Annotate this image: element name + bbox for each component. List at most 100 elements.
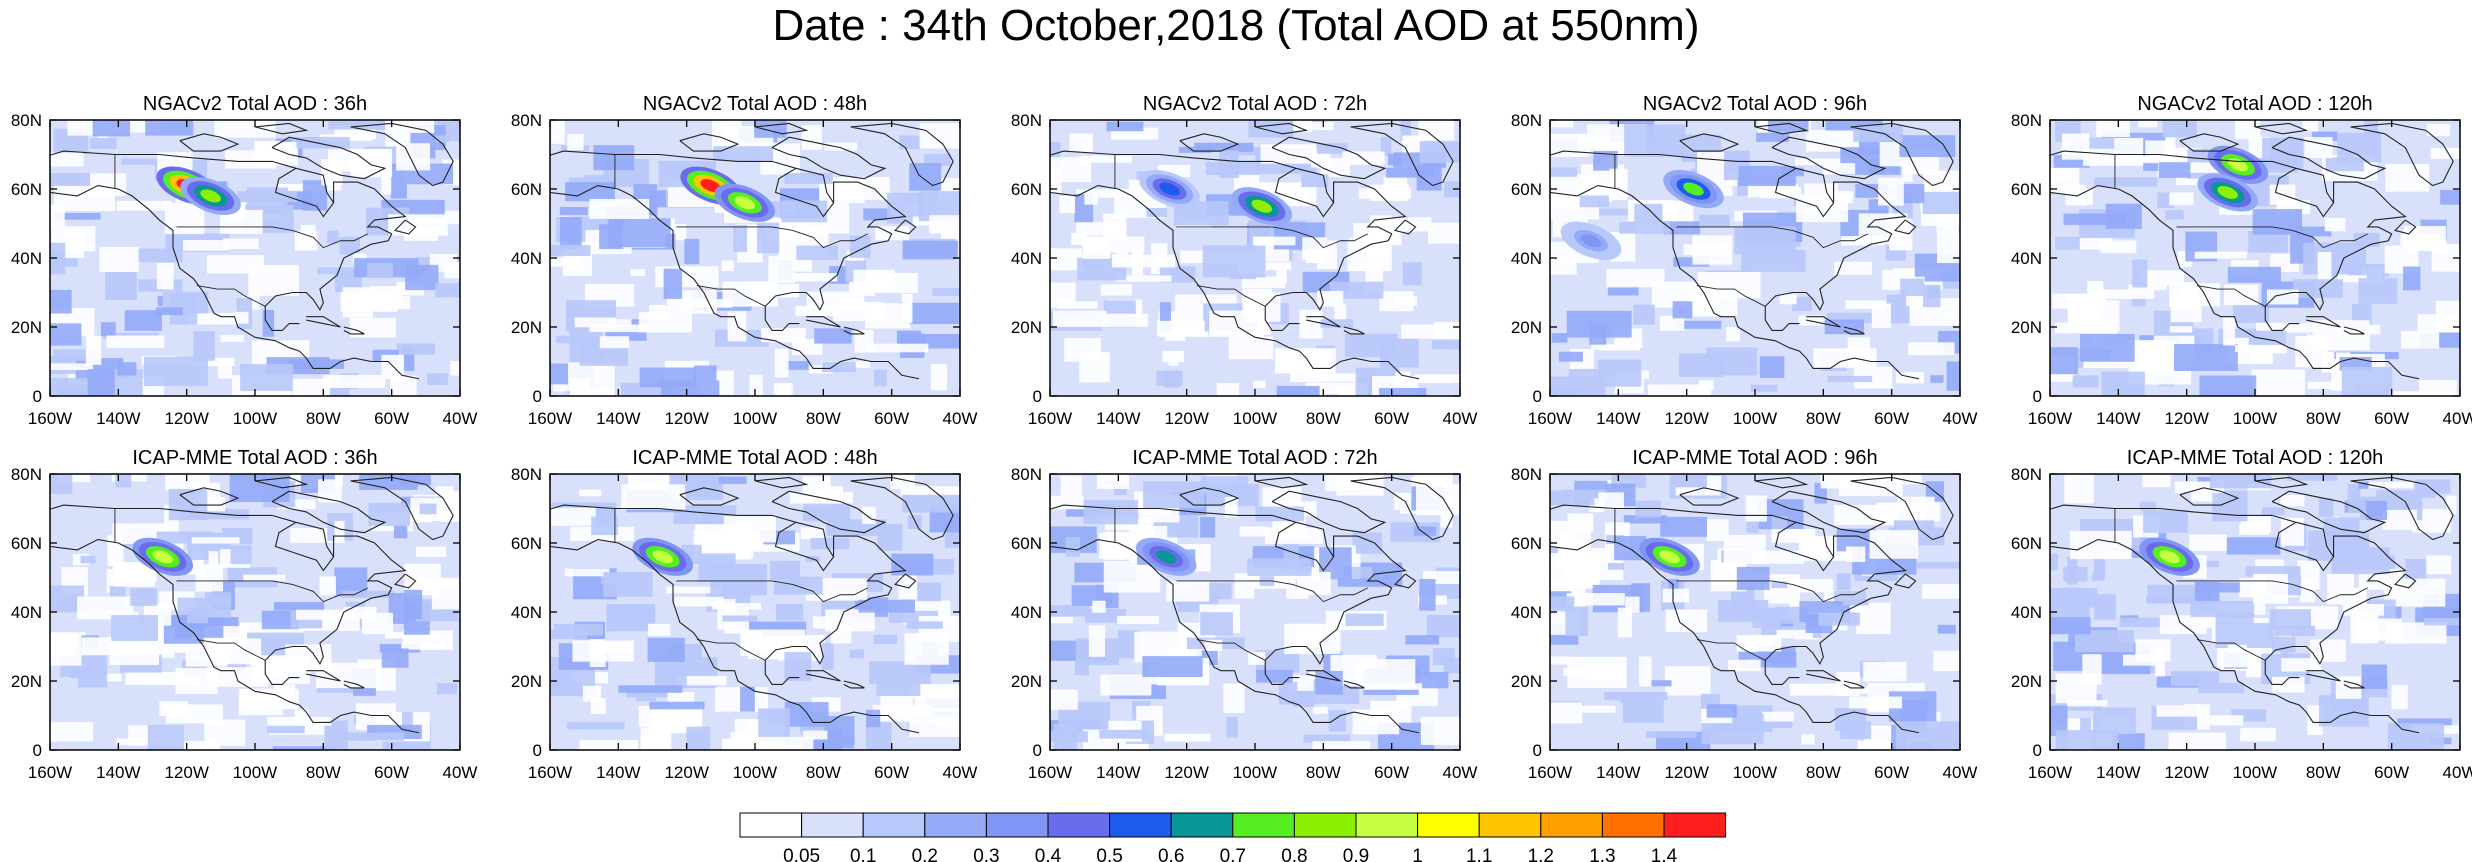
aod-cell	[1795, 158, 1852, 166]
coastline	[2254, 476, 2309, 489]
coastline	[179, 133, 240, 152]
aod-cell	[1623, 515, 1668, 524]
lat-tick-label: 20N	[2011, 318, 2042, 337]
lon-tick-label: 140W	[2096, 763, 2140, 782]
aod-cell	[1322, 373, 1358, 382]
aod-cell	[317, 267, 359, 275]
aod-cell	[2138, 120, 2158, 128]
aod-cell	[396, 143, 431, 171]
aod-cell	[864, 303, 911, 329]
aod-cell	[1204, 639, 1223, 652]
coastline	[1179, 133, 1240, 152]
aod-cell	[2209, 474, 2272, 489]
aod-cell	[774, 348, 789, 378]
aod-cell	[2245, 566, 2301, 577]
aod-cell	[50, 722, 94, 742]
country-border	[196, 285, 266, 307]
aod-cell	[50, 634, 82, 666]
lat-tick-label: 60N	[511, 180, 542, 199]
aod-cell	[1639, 656, 1652, 687]
aod-cell	[1312, 706, 1328, 714]
coastline	[1050, 150, 1335, 218]
colorbar-swatch	[1417, 812, 1480, 838]
coastline	[350, 476, 454, 541]
coastline	[2394, 219, 2417, 235]
aod-cell	[1163, 370, 1180, 388]
aod-cell	[339, 236, 361, 255]
coastline	[754, 476, 809, 489]
aod-cell	[924, 153, 951, 166]
aod-cell	[50, 289, 72, 314]
aod-cell	[50, 474, 73, 495]
aod-cell	[2139, 501, 2157, 511]
aod-cell	[2093, 594, 2116, 620]
aod-cell	[603, 572, 653, 597]
aod-cell	[1907, 342, 1955, 356]
aod-cell	[145, 120, 194, 136]
lat-tick-label: 80N	[11, 111, 42, 130]
lat-tick-label: 60N	[1511, 180, 1542, 199]
aod-field	[2050, 120, 2460, 396]
aod-cell	[1357, 659, 1416, 689]
aod-cell	[2168, 732, 2226, 750]
coastline	[254, 476, 309, 489]
coastline	[1679, 133, 1740, 152]
aod-cell	[877, 523, 903, 551]
country-border	[176, 226, 368, 249]
aod-cell	[2367, 324, 2381, 335]
lon-tick-label: 100W	[1733, 409, 1777, 428]
aod-cell	[274, 602, 325, 611]
aod-cell	[104, 673, 122, 682]
aod-cell	[219, 549, 231, 567]
aod-cell	[2403, 266, 2421, 291]
aod-cell	[1303, 734, 1351, 743]
aod-cell	[744, 283, 800, 298]
country-border	[196, 639, 266, 661]
aod-cell	[784, 702, 829, 727]
aod-plume	[1155, 550, 1177, 564]
aod-cell	[1609, 168, 1628, 200]
aod-cell	[2386, 391, 2452, 396]
country-border	[176, 580, 368, 603]
aod-cell	[900, 486, 960, 496]
country-border	[1696, 639, 1766, 661]
colorbar-swatch	[1601, 812, 1665, 838]
lat-tick-label: 60N	[2011, 180, 2042, 199]
aod-cell	[2317, 251, 2332, 282]
lon-tick-label: 60W	[374, 763, 409, 782]
aod-cell	[220, 209, 263, 234]
aod-cell	[823, 142, 858, 151]
aod-cell	[1586, 664, 1625, 680]
aod-cell	[99, 246, 139, 272]
aod-cell	[650, 190, 666, 207]
aod-cell	[589, 388, 615, 396]
map-panel: NGACv2 Total AOD : 36h 0 20N 40N 60N 80N 160W 1…	[11, 93, 478, 428]
aod-cell	[1550, 656, 1572, 665]
aod-cell	[1219, 150, 1240, 178]
aod-cell	[1606, 268, 1665, 288]
aod-cell	[116, 738, 178, 746]
coastline	[1350, 122, 1454, 187]
aod-cell	[238, 688, 283, 716]
aod-cell	[906, 621, 943, 629]
aod-cell	[1930, 375, 1944, 383]
colorbar-label: 1.2	[1528, 846, 1554, 862]
coastlines	[1550, 122, 1954, 380]
aod-cell	[1292, 686, 1315, 707]
aod-cell	[1565, 606, 1588, 637]
aod-cell	[1597, 359, 1642, 387]
aod-cell	[1400, 120, 1411, 141]
aod-cell	[2119, 617, 2169, 628]
aod-cell	[591, 516, 618, 536]
lon-tick-label: 60W	[374, 409, 409, 428]
aod-cell	[2248, 230, 2288, 253]
colorbar-label: 1.3	[1589, 846, 1615, 862]
aod-cell	[393, 525, 408, 539]
lat-tick-label: 20N	[1011, 318, 1042, 337]
lon-tick-label: 160W	[28, 409, 72, 428]
aod-cell	[1386, 167, 1435, 178]
aod-cell	[1659, 315, 1685, 331]
aod-cell	[2358, 278, 2398, 304]
lat-tick-label: 40N	[1011, 603, 1042, 622]
colorbar-label: 0.9	[1343, 846, 1369, 862]
